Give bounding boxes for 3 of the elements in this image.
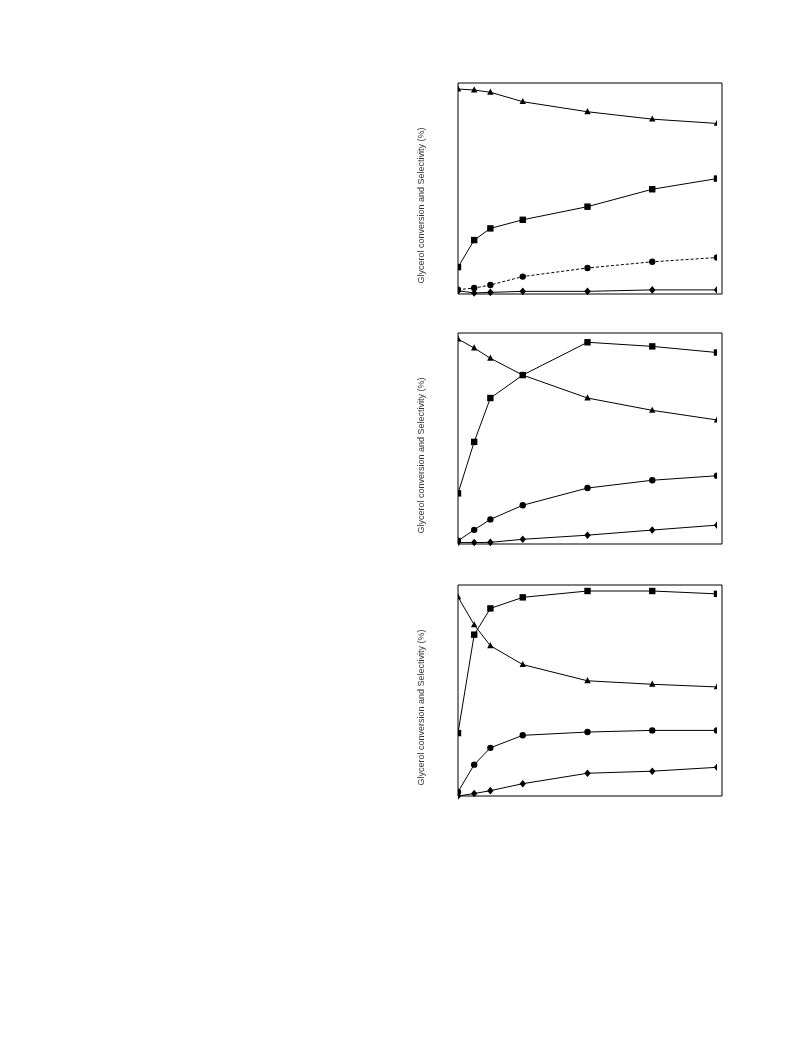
y-axis-title: Glycerol conversion and Selectivity (%) [416,127,427,284]
y-axis-title: Glycerol conversion and Selectivity (%) [416,629,427,786]
y-axis-title: Glycerol conversion and Selectivity (%) [416,377,427,534]
